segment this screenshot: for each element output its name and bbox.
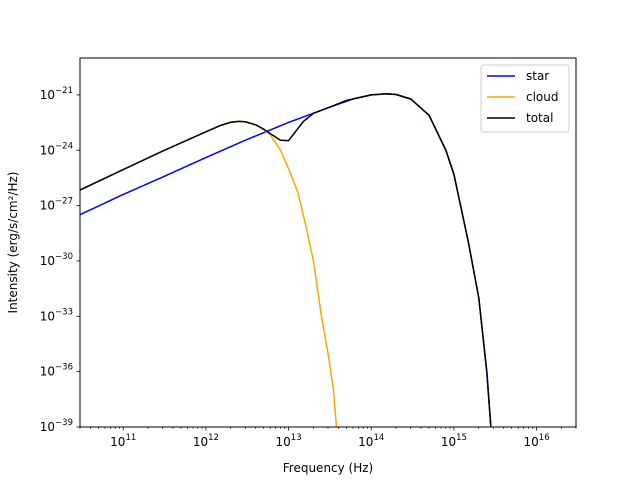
- series-layer: [80, 93, 492, 427]
- y-axis-label: Intensity (erg/s/cm²/Hz): [6, 172, 20, 314]
- legend: star cloud total: [480, 64, 570, 133]
- series-line-total: [80, 93, 492, 427]
- x-tick-label: 1014: [358, 433, 384, 449]
- y-tick-label: 10−21: [40, 86, 73, 102]
- y-tick-label: 10−27: [40, 197, 73, 213]
- x-axis-label: Frequency (Hz): [283, 461, 374, 475]
- y-ticks: 10−21 10−24 10−27 10−30 10−33 10−36 10−39: [40, 86, 80, 434]
- x-tick-label: 1011: [110, 433, 136, 449]
- y-tick-label: 10−36: [40, 363, 73, 379]
- series-line-star: [80, 93, 492, 427]
- x-tick-label: 1016: [524, 433, 550, 449]
- x-tick-label: 1015: [441, 433, 467, 449]
- y-tick-label: 10−30: [40, 252, 73, 268]
- x-tick-label: 1013: [276, 433, 302, 449]
- y-tick-label: 10−33: [40, 307, 73, 323]
- legend-label-cloud: cloud: [526, 90, 559, 104]
- legend-label-star: star: [526, 69, 549, 83]
- y-tick-label: 10−39: [40, 418, 73, 434]
- series-line-cloud: [80, 120, 338, 427]
- legend-label-total: total: [526, 111, 553, 125]
- x-tick-label: 1012: [193, 433, 219, 449]
- legend-box: [480, 64, 570, 133]
- y-tick-label: 10−24: [40, 141, 73, 157]
- x-ticks: 1011 1012 1013 1014 1015 1016: [79, 427, 577, 449]
